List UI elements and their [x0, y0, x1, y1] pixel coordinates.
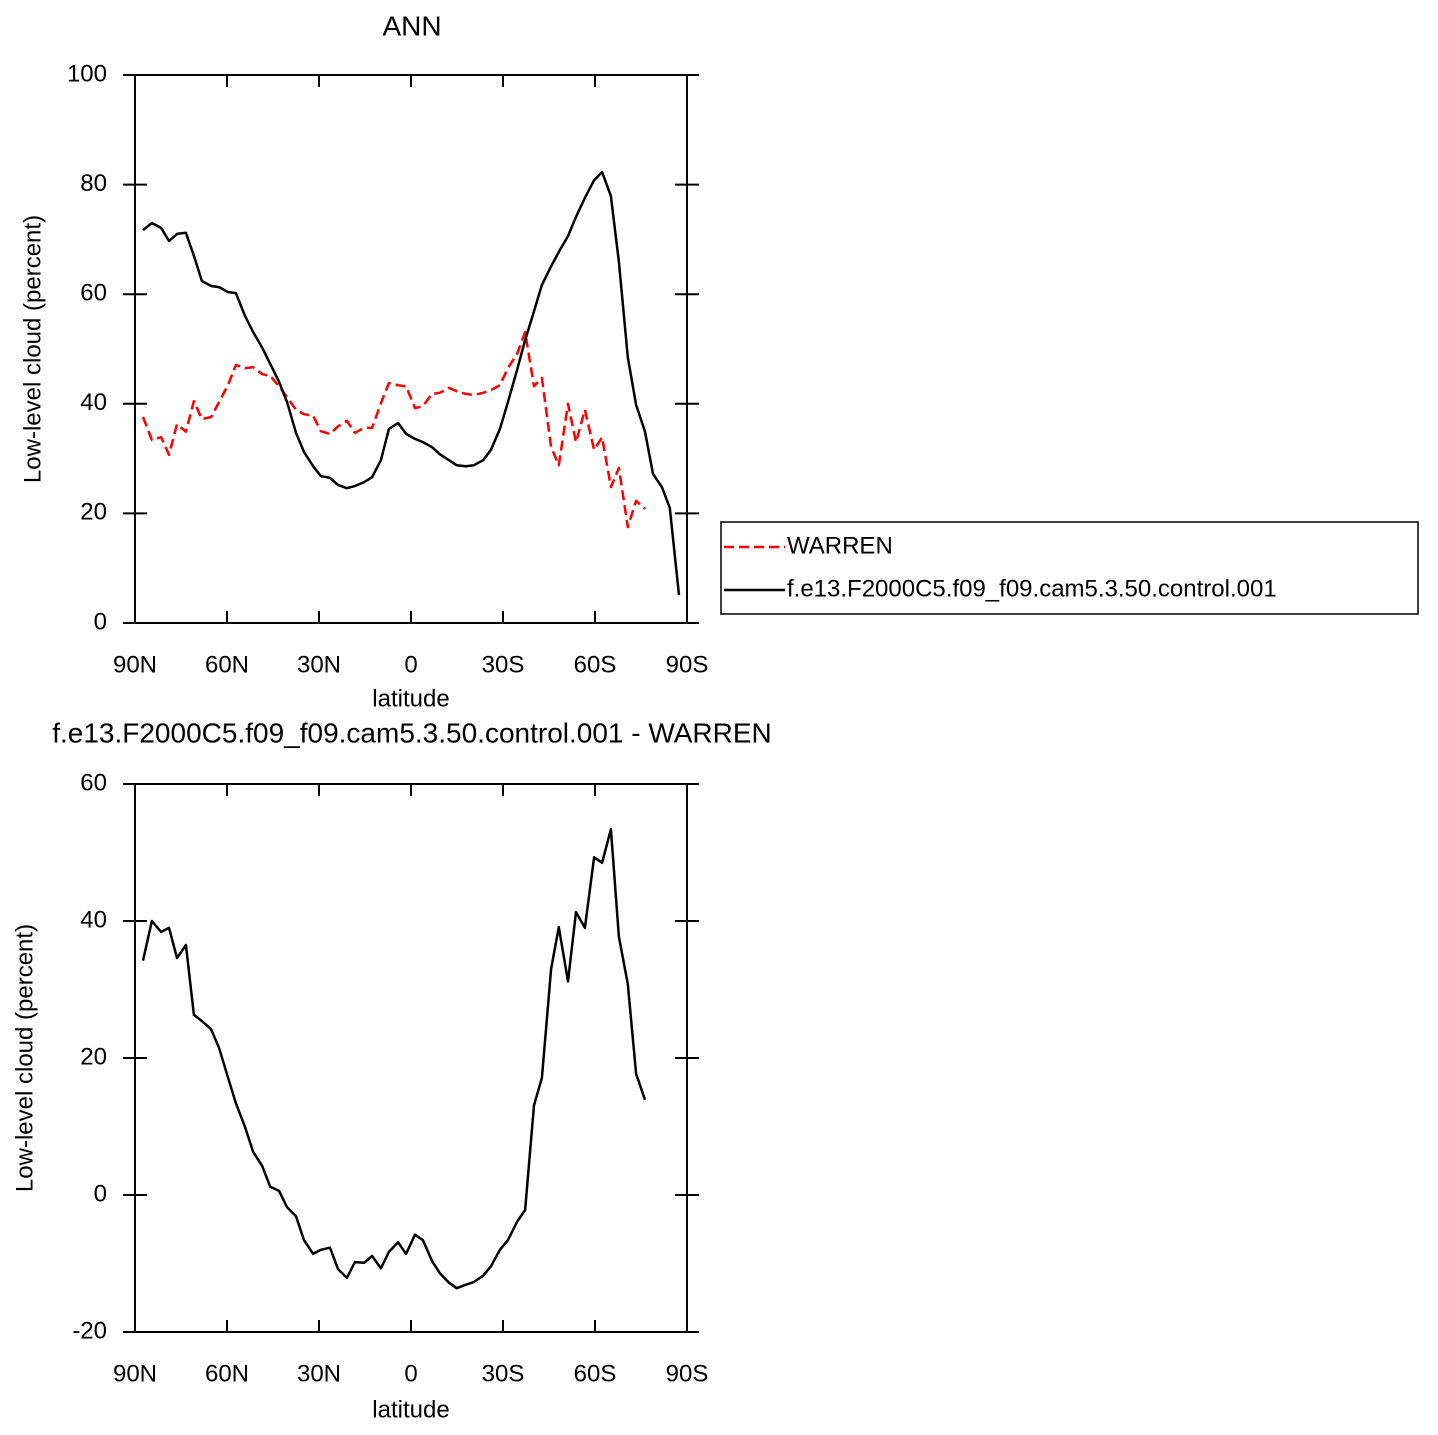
x-tick-label: 30S — [482, 651, 525, 678]
y-tick-label: 60 — [80, 280, 107, 307]
legend-box — [720, 521, 1419, 615]
data-line — [141, 827, 647, 1290]
x-tick-label: 90S — [666, 651, 709, 678]
y-tick-label: 0 — [94, 608, 107, 635]
x-tick-label: 30S — [482, 1360, 525, 1387]
data-line — [141, 330, 646, 529]
y-tick-label: 60 — [80, 769, 107, 796]
y-tick-label: 40 — [80, 906, 107, 933]
chart-title: f.e13.F2000C5.f09_f09.cam5.3.50.control.… — [52, 717, 772, 748]
x-tick-label: 90S — [666, 1360, 709, 1387]
x-axis-label: latitude — [372, 1396, 449, 1423]
x-tick-label: 60S — [574, 651, 617, 678]
x-tick-label: 60N — [205, 651, 249, 678]
y-axis-label: Low-level cloud (percent) — [11, 924, 38, 1192]
x-tick-label: 60N — [205, 1360, 249, 1387]
legend-label: WARREN — [787, 532, 893, 559]
data-line — [142, 170, 681, 596]
y-tick-label: -20 — [72, 1317, 107, 1344]
x-tick-label: 30N — [297, 651, 341, 678]
y-tick-label: 40 — [80, 389, 107, 416]
chart-title: ANN — [382, 10, 441, 41]
y-tick-label: 0 — [94, 1180, 107, 1207]
y-tick-label: 20 — [80, 499, 107, 526]
plot-frame — [134, 783, 688, 1333]
legend-label: f.e13.F2000C5.f09_f09.cam5.3.50.control.… — [787, 575, 1277, 602]
y-tick-label: 20 — [80, 1043, 107, 1070]
x-tick-label: 90N — [113, 1360, 157, 1387]
x-tick-label: 0 — [404, 1360, 417, 1387]
y-tick-label: 80 — [80, 170, 107, 197]
x-tick-label: 0 — [404, 651, 417, 678]
y-axis-label: Low-level cloud (percent) — [19, 215, 46, 483]
x-tick-label: 60S — [574, 1360, 617, 1387]
x-tick-label: 30N — [297, 1360, 341, 1387]
x-tick-label: 90N — [113, 651, 157, 678]
plot-frame — [134, 74, 688, 624]
y-tick-label: 100 — [67, 60, 107, 87]
x-axis-label: latitude — [372, 685, 449, 712]
